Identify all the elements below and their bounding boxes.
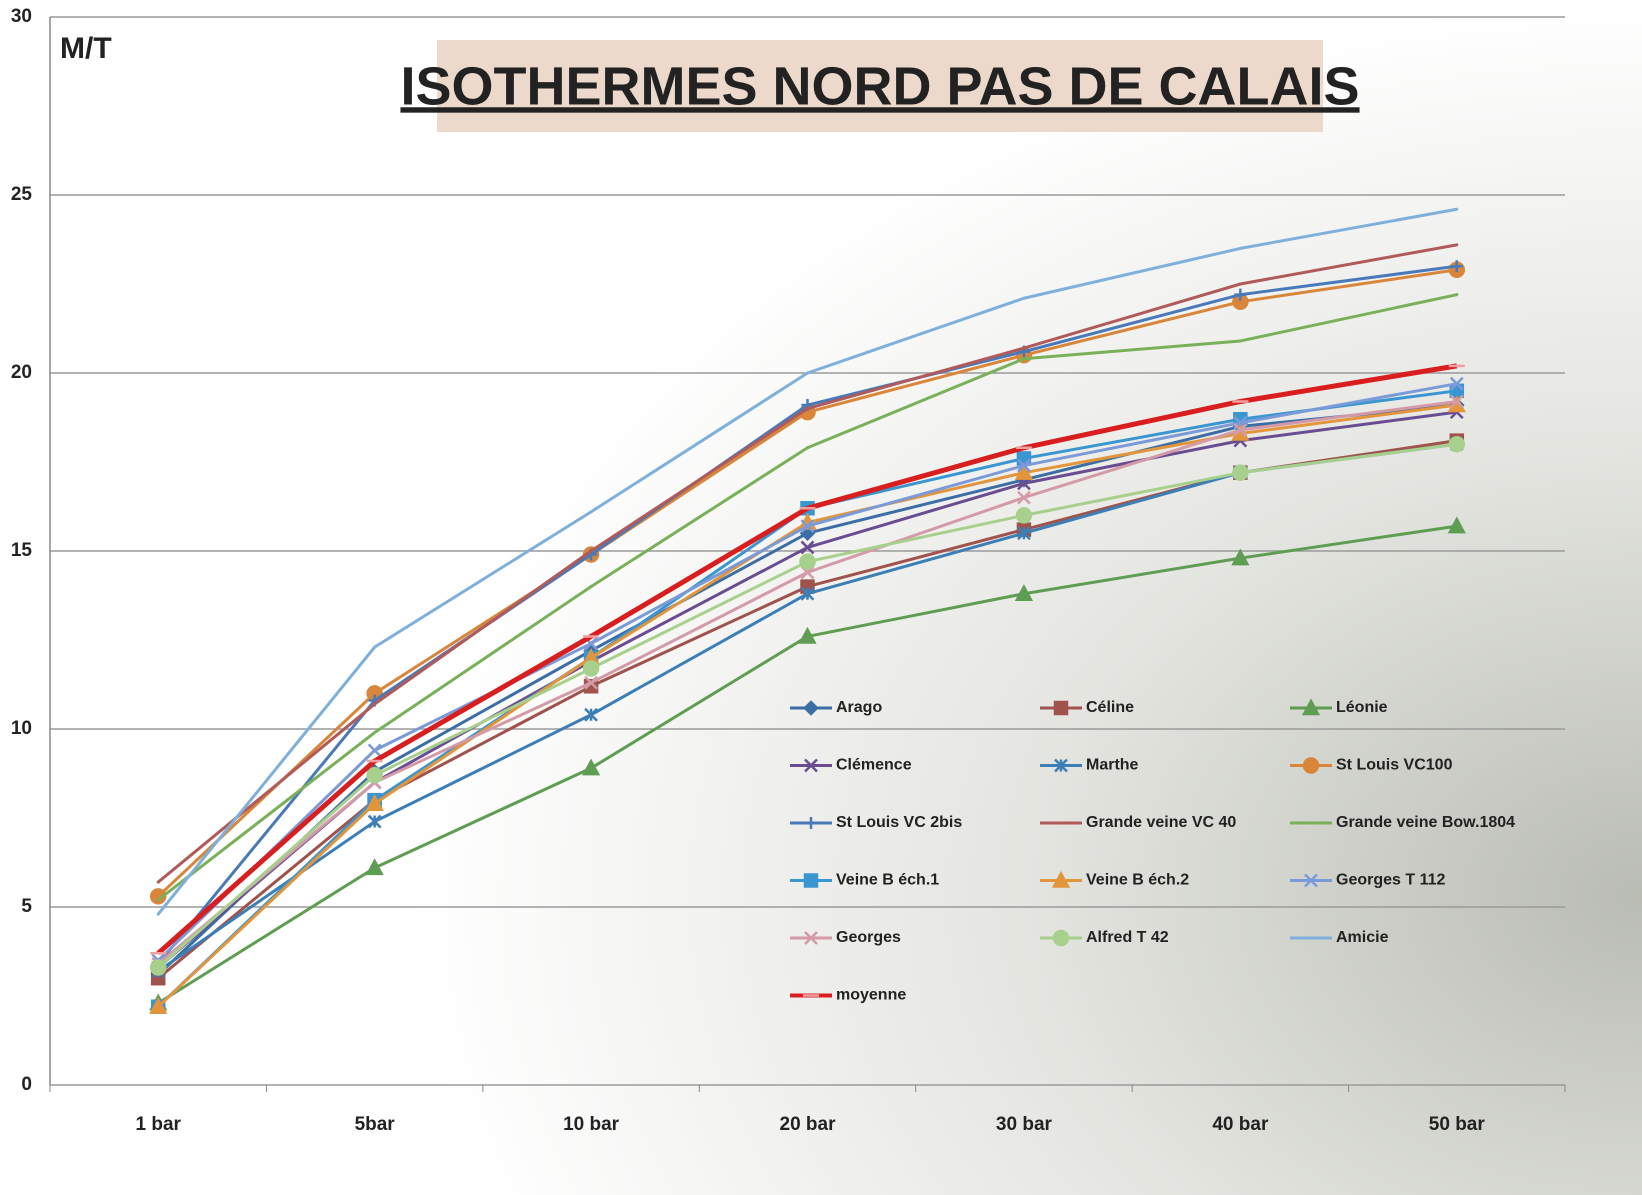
legend-label: Clémence bbox=[836, 757, 912, 774]
marker bbox=[799, 553, 816, 570]
legend-label: Céline bbox=[1086, 699, 1134, 716]
legend-marker bbox=[804, 931, 818, 945]
y-tick-label: 30 bbox=[11, 6, 32, 27]
marker bbox=[1238, 339, 1242, 343]
marker bbox=[798, 626, 817, 644]
marker bbox=[367, 814, 382, 829]
marker bbox=[806, 407, 809, 411]
marker bbox=[1231, 548, 1250, 566]
x-tick-label: 10 bar bbox=[563, 1114, 620, 1135]
marker bbox=[1238, 246, 1242, 250]
legend-marker bbox=[803, 873, 819, 888]
marker bbox=[1233, 423, 1248, 437]
legend-marker bbox=[804, 758, 818, 773]
marker bbox=[1455, 207, 1459, 211]
x-tick-label: 1 bar bbox=[136, 1114, 182, 1135]
marker bbox=[800, 586, 815, 601]
legend-marker bbox=[1301, 698, 1321, 716]
legend-marker bbox=[1302, 757, 1320, 774]
marker bbox=[589, 585, 593, 589]
legend-label: Veine B éch.2 bbox=[1086, 872, 1189, 889]
marker bbox=[149, 959, 167, 976]
marker bbox=[365, 794, 384, 812]
marker bbox=[156, 880, 160, 884]
legend-marker bbox=[803, 700, 819, 716]
marker bbox=[156, 898, 160, 902]
marker bbox=[373, 645, 377, 649]
legend-marker bbox=[1054, 758, 1068, 773]
legend-marker bbox=[1304, 873, 1318, 888]
marker bbox=[366, 767, 383, 784]
legend-label: Veine B éch.1 bbox=[836, 872, 939, 889]
x-tick-label: 30 bar bbox=[996, 1114, 1053, 1135]
marker bbox=[1022, 357, 1026, 361]
legend-label: Léonie bbox=[1336, 699, 1388, 716]
y-tick-label: 15 bbox=[11, 540, 33, 561]
legend-label: Alfred T 42 bbox=[1086, 929, 1169, 946]
marker bbox=[156, 912, 160, 916]
marker bbox=[800, 519, 815, 533]
marker bbox=[800, 540, 815, 555]
x-tick-label: 40 bar bbox=[1212, 1114, 1269, 1135]
marker bbox=[1015, 507, 1033, 524]
y-tick-label: 25 bbox=[11, 184, 33, 205]
x-tick-label: 20 bar bbox=[780, 1114, 837, 1135]
marker bbox=[1234, 288, 1247, 301]
marker bbox=[1232, 464, 1249, 481]
marker bbox=[149, 997, 168, 1014]
legend-label: Marthe bbox=[1086, 757, 1139, 774]
x-tick-label: 5bar bbox=[355, 1114, 396, 1135]
marker bbox=[806, 371, 809, 375]
y-tick-label: 10 bbox=[11, 718, 32, 739]
y-tick-label: 20 bbox=[11, 362, 32, 383]
legend-marker bbox=[805, 817, 817, 829]
marker bbox=[806, 446, 809, 450]
legend-marker bbox=[1053, 700, 1069, 716]
marker bbox=[1022, 346, 1026, 350]
marker bbox=[1017, 526, 1031, 541]
chart-title: ISOTHERMES NORD PAS DE CALAIS bbox=[400, 56, 1359, 116]
legend-label: Amicie bbox=[1336, 929, 1389, 946]
marker bbox=[1447, 516, 1466, 534]
legend-label: Grande veine Bow.1804 bbox=[1336, 814, 1515, 831]
marker bbox=[589, 549, 593, 553]
y-axis-label: M/T bbox=[60, 32, 112, 65]
marker bbox=[1448, 435, 1466, 453]
marker bbox=[584, 675, 598, 690]
marker bbox=[1455, 293, 1459, 297]
legend-marker bbox=[1051, 870, 1071, 888]
legend-label: Grande veine VC 40 bbox=[1086, 814, 1236, 831]
legend-marker bbox=[1052, 929, 1070, 947]
marker bbox=[1017, 458, 1031, 473]
marker bbox=[1238, 282, 1242, 286]
marker bbox=[584, 707, 598, 722]
marker bbox=[1449, 394, 1464, 409]
y-tick-label: 5 bbox=[21, 896, 32, 917]
marker bbox=[589, 510, 593, 514]
marker bbox=[1022, 296, 1026, 300]
marker bbox=[1449, 376, 1464, 391]
marker bbox=[373, 702, 377, 706]
marker bbox=[582, 660, 600, 677]
y-tick-label: 0 bbox=[21, 1074, 32, 1095]
legend-label: St Louis VC 2bis bbox=[836, 814, 962, 831]
x-tick-label: 50 bar bbox=[1429, 1114, 1486, 1135]
title-box bbox=[437, 40, 1323, 132]
marker bbox=[1017, 490, 1031, 505]
legend-label: Georges bbox=[836, 929, 901, 946]
legend-label: Georges T 112 bbox=[1336, 872, 1445, 889]
legend-label: Arago bbox=[836, 699, 882, 716]
legend-label: moyenne bbox=[836, 987, 906, 1004]
marker bbox=[1014, 584, 1034, 601]
marker bbox=[365, 858, 384, 876]
marker bbox=[581, 758, 601, 776]
legend-label: St Louis VC100 bbox=[1336, 757, 1453, 774]
marker bbox=[1450, 260, 1463, 273]
marker bbox=[373, 731, 377, 735]
marker bbox=[367, 743, 382, 758]
marker bbox=[1455, 243, 1459, 247]
marker bbox=[1014, 463, 1034, 480]
